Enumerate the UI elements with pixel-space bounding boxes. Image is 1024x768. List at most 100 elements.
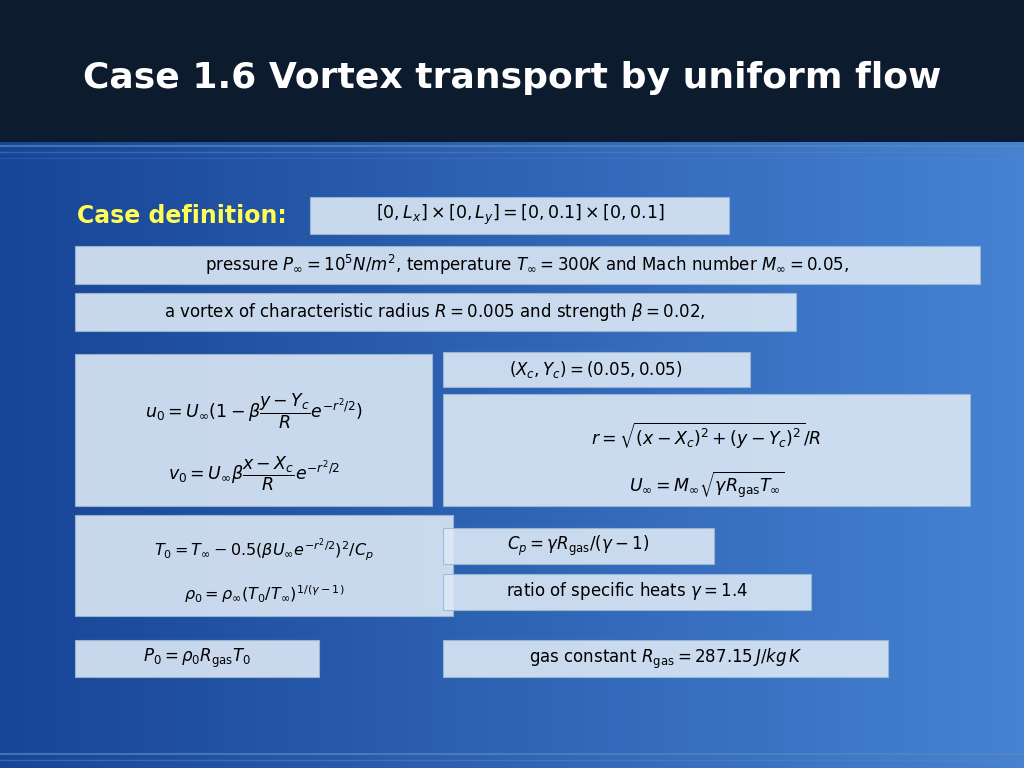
Bar (306, 142, 308, 768)
Bar (998, 142, 1000, 768)
Bar (490, 142, 492, 768)
Bar (638, 142, 640, 768)
Bar (984, 142, 986, 768)
Bar (106, 142, 108, 768)
Bar (964, 142, 966, 768)
Bar (384, 142, 386, 768)
Bar (610, 142, 612, 768)
Bar (434, 142, 436, 768)
Bar (150, 142, 152, 768)
Bar (800, 142, 802, 768)
Bar (902, 142, 904, 768)
Bar (724, 142, 726, 768)
Bar (592, 142, 594, 768)
Bar (828, 142, 830, 768)
Bar (80, 142, 82, 768)
Bar (480, 142, 482, 768)
Bar (472, 142, 474, 768)
FancyBboxPatch shape (443, 352, 750, 387)
Bar (458, 142, 460, 768)
Bar (234, 142, 236, 768)
Bar (910, 142, 912, 768)
Text: Case definition:: Case definition: (77, 204, 287, 228)
Bar (32, 142, 34, 768)
Bar (38, 142, 40, 768)
Bar (758, 142, 760, 768)
Bar (884, 142, 886, 768)
Bar (648, 142, 650, 768)
Bar (314, 142, 316, 768)
Text: ratio of specific heats $\gamma = 1.4$: ratio of specific heats $\gamma = 1.4$ (506, 581, 748, 602)
Bar (364, 142, 366, 768)
Bar (296, 142, 298, 768)
Bar (324, 142, 326, 768)
Bar (700, 142, 702, 768)
Bar (848, 142, 850, 768)
Bar (454, 142, 456, 768)
Bar (26, 142, 28, 768)
Bar (370, 142, 372, 768)
Bar (10, 142, 12, 768)
Bar (1018, 142, 1020, 768)
Bar (934, 142, 936, 768)
Bar (914, 142, 916, 768)
Bar (118, 142, 120, 768)
Bar (348, 142, 350, 768)
Bar (634, 142, 636, 768)
Bar (326, 142, 328, 768)
Bar (574, 142, 575, 768)
Bar (8, 142, 10, 768)
Text: gas constant $R_{\mathrm{gas}} = 287.15\,J/kg\,K$: gas constant $R_{\mathrm{gas}} = 287.15\… (528, 647, 803, 670)
Bar (546, 142, 548, 768)
Bar (298, 142, 300, 768)
Bar (220, 142, 222, 768)
Bar (792, 142, 794, 768)
Bar (650, 142, 652, 768)
Bar (864, 142, 866, 768)
Bar (224, 142, 226, 768)
Bar (922, 142, 924, 768)
Bar (575, 142, 578, 768)
Bar (952, 142, 954, 768)
Bar (20, 142, 22, 768)
Bar (786, 142, 788, 768)
Bar (798, 142, 800, 768)
Bar (856, 142, 858, 768)
Bar (840, 142, 842, 768)
Bar (705, 142, 706, 768)
Bar (374, 142, 376, 768)
Bar (1006, 142, 1008, 768)
Bar (654, 142, 656, 768)
Bar (72, 142, 74, 768)
Text: $(X_c, Y_c) = (0.05, 0.05)$: $(X_c, Y_c) = (0.05, 0.05)$ (509, 359, 683, 380)
Bar (200, 142, 202, 768)
Bar (360, 142, 362, 768)
Bar (586, 142, 588, 768)
Bar (588, 142, 590, 768)
Bar (564, 142, 566, 768)
Bar (88, 142, 90, 768)
FancyBboxPatch shape (75, 515, 453, 616)
Bar (86, 142, 88, 768)
Bar (322, 142, 324, 768)
Bar (494, 142, 496, 768)
Bar (442, 142, 444, 768)
Bar (512, 142, 514, 768)
Bar (336, 142, 338, 768)
Bar (262, 142, 264, 768)
Bar (850, 142, 852, 768)
Bar (46, 142, 48, 768)
Bar (496, 142, 498, 768)
Bar (534, 142, 536, 768)
Bar (878, 142, 880, 768)
Bar (24, 142, 26, 768)
Bar (938, 142, 940, 768)
Bar (63, 142, 66, 768)
Bar (170, 142, 172, 768)
Bar (438, 142, 440, 768)
Text: $\rho_0 = \rho_\infty(T_0/T_\infty)^{1/(\gamma-1)}$: $\rho_0 = \rho_\infty(T_0/T_\infty)^{1/(… (184, 583, 344, 605)
Bar (1012, 142, 1014, 768)
Bar (538, 142, 540, 768)
Bar (874, 142, 876, 768)
Bar (398, 142, 400, 768)
